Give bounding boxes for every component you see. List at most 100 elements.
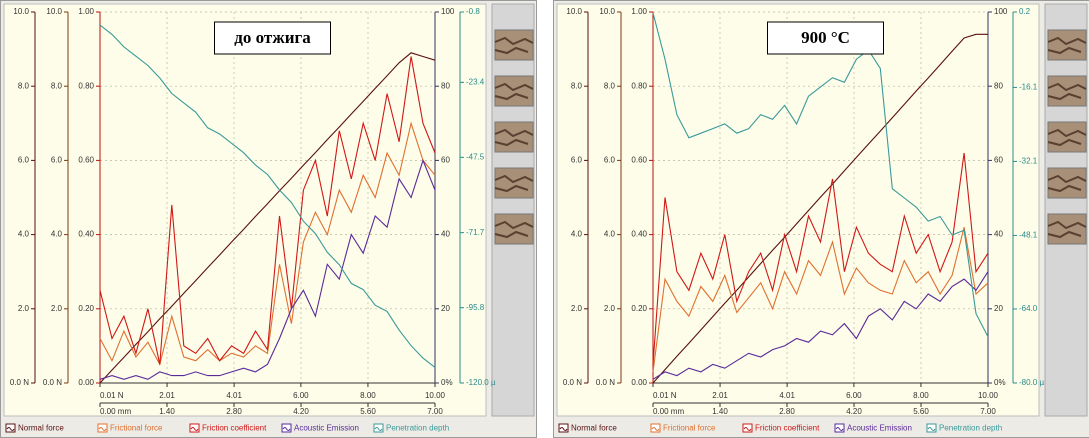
y-tick-label: -16.1 bbox=[1019, 83, 1038, 92]
x2-tick-label: 2.01 bbox=[712, 391, 728, 400]
x-tick-label: 5.60 bbox=[360, 407, 376, 416]
x2-tick-label: 4.01 bbox=[779, 391, 795, 400]
chart-panel: 0.0 N2.04.06.08.010.00.0 N2.04.06.08.010… bbox=[554, 1, 1089, 438]
y-tick-label: 1.00 bbox=[78, 7, 94, 16]
chart-title: до отжига bbox=[234, 28, 311, 47]
y-tick-label: -120.0 µ bbox=[466, 378, 496, 387]
y-tick-label: 20 bbox=[441, 304, 450, 313]
y-tick-label: -47.5 bbox=[466, 152, 485, 161]
y-tick-label: 6.0 bbox=[571, 156, 583, 165]
legend-label: Friction coefficient bbox=[202, 424, 267, 433]
x-tick-label: 4.20 bbox=[293, 407, 309, 416]
y-tick-label: 10.0 bbox=[566, 7, 582, 16]
x-tick-label: 5.60 bbox=[913, 407, 929, 416]
y-tick-label: 0.0 N bbox=[10, 378, 29, 387]
screenshot: 0.0 N 2.0 4.0 6.0 8.0 10.0 0.0 N 2.0 4.0 6.0 8.0 10… bbox=[0, 0, 1089, 438]
x2-tick-label: 0.01 N bbox=[100, 391, 124, 400]
y-tick-label: 0.0 N bbox=[563, 378, 582, 387]
chart-area bbox=[4, 4, 486, 416]
y-tick-label: 80 bbox=[441, 81, 450, 90]
y-tick-label: -32.1 bbox=[1019, 157, 1038, 166]
legend-label: Frictional force bbox=[663, 424, 716, 433]
thumbnail bbox=[495, 30, 533, 60]
y-tick-label: -48.1 bbox=[1019, 231, 1038, 240]
x2-tick-label: 4.01 bbox=[226, 391, 242, 400]
y-tick-label: 40 bbox=[994, 230, 1003, 239]
y-tick-label: 6.0 bbox=[51, 156, 63, 165]
y-tick-label: 8.0 bbox=[51, 81, 63, 90]
legend-label: Normal force bbox=[18, 424, 64, 433]
thumbnail bbox=[1048, 168, 1086, 198]
y-tick-label: 2.0 bbox=[571, 304, 583, 313]
y-tick-label: 0.60 bbox=[631, 156, 647, 165]
y-tick-label: 6.0 bbox=[18, 156, 30, 165]
chart-panel: 0.0 N2.04.06.08.010.00.0 N2.04.06.08.010… bbox=[1, 1, 537, 438]
y-tick-label: 0% bbox=[441, 378, 453, 387]
legend-label: Frictional force bbox=[110, 424, 163, 433]
x2-tick-label: 6.00 bbox=[293, 391, 309, 400]
y-tick-label: 0.0 N bbox=[43, 378, 62, 387]
y-tick-label: 6.0 bbox=[604, 156, 616, 165]
legend-label: Normal force bbox=[571, 424, 617, 433]
x2-tick-label: 8.00 bbox=[913, 391, 929, 400]
y-tick-label: 8.0 bbox=[18, 81, 30, 90]
y-tick-label: 2.0 bbox=[18, 304, 30, 313]
y-tick-label: 0.20 bbox=[78, 304, 94, 313]
thumb-column bbox=[1045, 4, 1087, 416]
legend-label: Friction coefficient bbox=[755, 424, 820, 433]
y-tick-label: -71.7 bbox=[466, 228, 485, 237]
y-tick-label: -0.8 bbox=[466, 7, 480, 16]
thumbnail bbox=[495, 122, 533, 152]
y-tick-label: 1.00 bbox=[631, 7, 647, 16]
y-tick-label: 2.0 bbox=[51, 304, 63, 313]
x2-tick-label: 10.00 bbox=[425, 391, 446, 400]
legend-label: Acoustic Emission bbox=[294, 424, 359, 433]
y-tick-label: -64.0 bbox=[1019, 304, 1038, 313]
y-tick-label: 8.0 bbox=[571, 81, 583, 90]
x2-tick-label: 6.00 bbox=[846, 391, 862, 400]
y-tick-label: 0.20 bbox=[631, 304, 647, 313]
x-tick-label: 7.00 bbox=[427, 407, 443, 416]
y-tick-label: 40 bbox=[441, 230, 450, 239]
x-tick-label: 0.00 mm bbox=[653, 407, 684, 416]
x-tick-label: 1.40 bbox=[159, 407, 175, 416]
x-tick-label: 4.20 bbox=[846, 407, 862, 416]
y-tick-label: 2.0 bbox=[604, 304, 616, 313]
thumbnail bbox=[1048, 214, 1086, 244]
y-tick-label: 80 bbox=[994, 81, 1003, 90]
y-tick-label: 4.0 bbox=[604, 230, 616, 239]
x2-tick-label: 2.01 bbox=[159, 391, 175, 400]
y-tick-label: -80.0 µ bbox=[1019, 378, 1044, 387]
x-tick-label: 2.80 bbox=[779, 407, 795, 416]
x-tick-label: 2.80 bbox=[226, 407, 242, 416]
x2-tick-label: 0.01 N bbox=[653, 391, 677, 400]
thumbnail bbox=[495, 168, 533, 198]
chart-title: 900 °C bbox=[801, 28, 850, 47]
x-tick-label: 0.00 mm bbox=[100, 407, 131, 416]
thumbnail bbox=[1048, 76, 1086, 106]
y-tick-label: 0% bbox=[994, 378, 1006, 387]
y-tick-label: 100 bbox=[441, 7, 455, 16]
x-tick-label: 1.40 bbox=[712, 407, 728, 416]
x2-tick-label: 10.00 bbox=[978, 391, 999, 400]
y-tick-label: 0.40 bbox=[631, 230, 647, 239]
legend-label: Penetration depth bbox=[939, 424, 1002, 433]
legend-label: Acoustic Emission bbox=[847, 424, 912, 433]
y-tick-label: 4.0 bbox=[18, 230, 30, 239]
x2-tick-label: 8.00 bbox=[360, 391, 376, 400]
y-tick-label: 4.0 bbox=[51, 230, 63, 239]
thumb-column bbox=[492, 4, 534, 416]
y-tick-label: 0.60 bbox=[78, 156, 94, 165]
y-tick-label: 0.80 bbox=[78, 81, 94, 90]
y-tick-label: 4.0 bbox=[571, 230, 583, 239]
y-tick-label: -23.4 bbox=[466, 77, 485, 86]
y-tick-label: 0.2 bbox=[1019, 7, 1031, 16]
thumbnail bbox=[495, 214, 533, 244]
thumbnail bbox=[495, 76, 533, 106]
thumbnail bbox=[1048, 122, 1086, 152]
y-tick-label: 60 bbox=[441, 156, 450, 165]
legend-label: Penetration depth bbox=[386, 424, 449, 433]
y-tick-label: 20 bbox=[994, 304, 1003, 313]
y-tick-label: 0.00 bbox=[78, 378, 94, 387]
y-tick-label: 0.00 bbox=[631, 378, 647, 387]
